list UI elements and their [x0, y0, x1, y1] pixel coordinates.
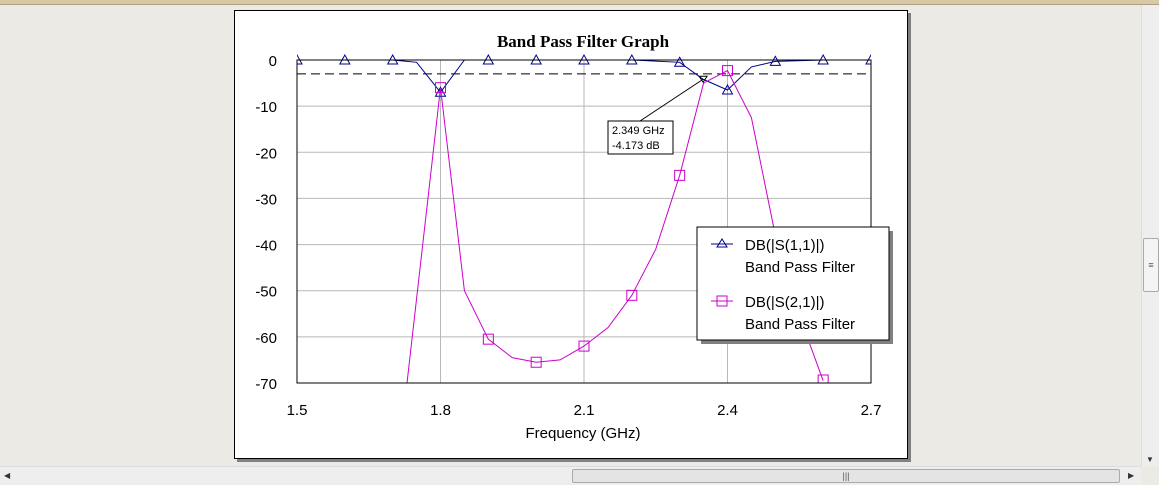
square-marker — [435, 82, 446, 94]
legend-square-icon — [716, 295, 728, 307]
x-tick-label: 2.1 — [574, 402, 595, 419]
square-marker — [722, 65, 733, 77]
legend-box — [696, 226, 890, 341]
legend-triangle-icon — [716, 238, 728, 248]
x-tick-label: 1.8 — [430, 402, 451, 419]
y-tick-label: -70 — [255, 376, 277, 393]
band-pass-filter-chart: Band Pass Filter Graph 0 -10 -20 -30 -40 -50 -6… — [255, 32, 893, 442]
marker-triangle-icon — [698, 75, 709, 84]
legend-series-name: DB(|S(2,1)|) — [745, 294, 824, 311]
triangle-marker — [721, 83, 734, 95]
triangle-marker — [769, 55, 782, 66]
square-marker — [530, 356, 542, 368]
square-marker — [626, 289, 638, 301]
vertical-scroll-thumb[interactable]: ≡ — [1143, 238, 1159, 292]
graph-panel: Band Pass Filter Graph 0 -10 -20 -30 -40 -50 -6… — [234, 10, 908, 459]
x-tick-label: 2.7 — [861, 402, 882, 419]
plot-frame — [296, 59, 872, 384]
y-tick-label: -30 — [255, 191, 277, 208]
horizontal-scroll-thumb[interactable]: ||| — [572, 469, 1120, 483]
legend-series-subtitle: Band Pass Filter — [745, 316, 855, 333]
vertical-scrollbar[interactable]: ≡ ▼ — [1141, 5, 1159, 466]
x-axis-label: Frequency (GHz) — [525, 425, 640, 442]
triangle-marker — [434, 86, 447, 97]
triangle-marker — [673, 56, 686, 67]
legend-series-subtitle: Band Pass Filter — [745, 259, 855, 276]
square-marker — [578, 340, 590, 352]
scroll-down-arrow-icon[interactable]: ▼ — [1146, 455, 1154, 464]
chart-title: Band Pass Filter Graph — [497, 32, 670, 51]
square-marker — [674, 169, 686, 181]
annotation-leader-line — [639, 78, 704, 122]
annotation-box — [607, 120, 674, 155]
legend-series-name: DB(|S(1,1)|) — [745, 237, 824, 254]
y-tick-label: -60 — [255, 330, 277, 347]
x-tick-label: 2.4 — [717, 402, 738, 419]
scroll-left-arrow-icon[interactable]: ◀ — [4, 471, 11, 480]
scroll-right-arrow-icon[interactable]: ▶ — [1128, 471, 1135, 480]
square-marker — [482, 333, 494, 345]
y-tick-label: 0 — [269, 53, 277, 70]
square-marker — [817, 374, 829, 383]
annotation-frequency: 2.349 GHz — [612, 125, 665, 137]
x-tick-label: 1.5 — [287, 402, 308, 419]
horizontal-scrollbar[interactable]: ◀ ||| ▶ — [0, 466, 1141, 485]
y-tick-label: -20 — [255, 145, 277, 162]
y-tick-label: -10 — [255, 99, 277, 116]
window-top-border — [0, 0, 1159, 5]
y-tick-label: -40 — [255, 238, 277, 255]
y-tick-label: -50 — [255, 284, 277, 301]
series-line-2 — [406, 69, 824, 383]
annotation-db: -4.173 dB — [612, 140, 660, 152]
